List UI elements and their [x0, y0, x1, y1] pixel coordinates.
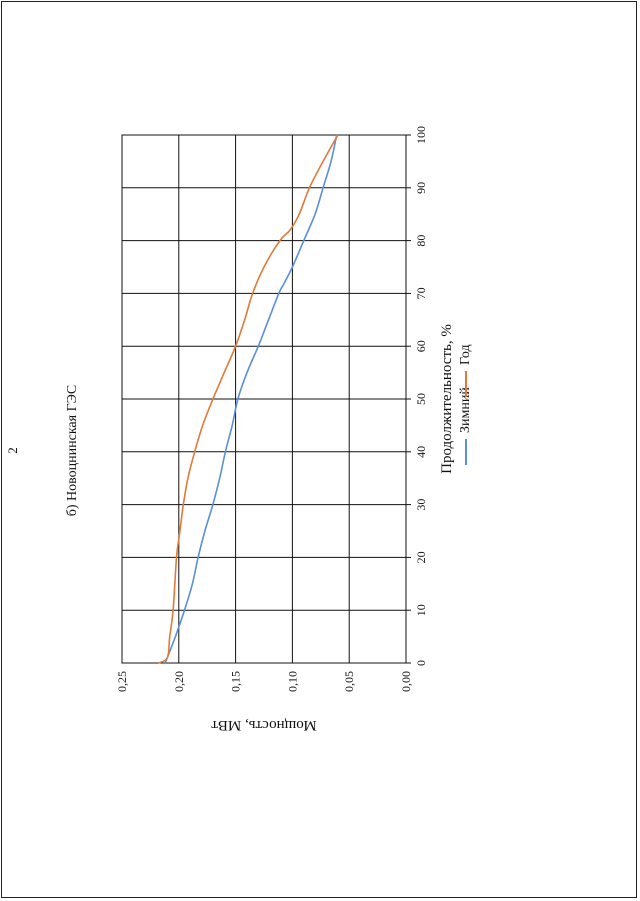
y-tick-label: 0,25 [115, 671, 129, 692]
y-tick-label: 0,15 [229, 671, 243, 692]
x-tick-label: 50 [414, 393, 428, 405]
y-tick-label: 0,05 [342, 671, 356, 692]
x-tick-label: 60 [414, 340, 428, 352]
x-tick-label: 0 [414, 660, 428, 666]
y-tick-label: 0,10 [285, 671, 299, 692]
series-line-zimniy [164, 134, 338, 664]
y-tick-label: 0,00 [399, 671, 413, 692]
legend-label: Год [458, 344, 473, 365]
x-axis-title: Продолжительность, % [439, 324, 455, 474]
x-tick-label: 80 [414, 235, 428, 247]
legend-item: Зимний [458, 387, 474, 465]
x-tick-label: 30 [414, 499, 428, 511]
legend-item: Год [458, 344, 474, 397]
chart-legend: Зимний Год [458, 0, 480, 901]
x-tick-label: 90 [414, 182, 428, 194]
x-tick-label: 40 [414, 446, 428, 458]
x-tick-label: 20 [414, 551, 428, 563]
series-line-god [157, 134, 339, 664]
legend-swatch [465, 371, 467, 397]
legend-swatch [465, 439, 467, 465]
x-tick-label: 100 [414, 126, 428, 144]
x-tick-label: 70 [414, 287, 428, 299]
y-axis-title: Мощность, МВт [211, 717, 317, 733]
y-tick-label: 0,20 [172, 671, 186, 692]
x-tick-label: 10 [414, 604, 428, 616]
